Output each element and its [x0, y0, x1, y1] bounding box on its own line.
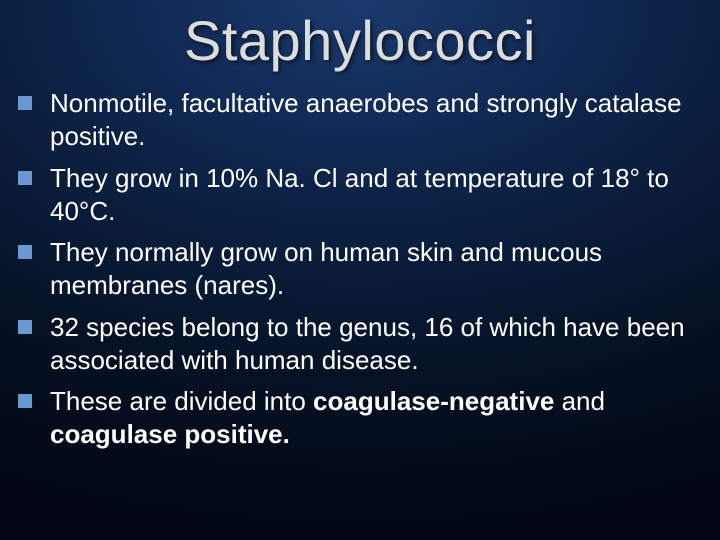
list-item: They normally grow on human skin and muc… [10, 236, 710, 303]
square-bullet-icon [18, 320, 32, 334]
bullet-text: They normally grow on human skin and muc… [50, 237, 602, 300]
bold-text: coagulase-negative [313, 386, 554, 416]
bullet-list: Nonmotile, facultative anaerobes and str… [10, 87, 710, 452]
square-bullet-icon [18, 394, 32, 408]
text-segment: and [554, 386, 605, 416]
bold-text: coagulase positive. [50, 419, 290, 449]
text-segment: 32 species belong to the genus, 16 of wh… [50, 312, 685, 375]
square-bullet-icon [18, 171, 32, 185]
bullet-text: They grow in 10% Na. Cl and at temperatu… [50, 163, 669, 226]
list-item: They grow in 10% Na. Cl and at temperatu… [10, 162, 710, 229]
text-segment: These are divided into [50, 386, 313, 416]
bullet-text: Nonmotile, facultative anaerobes and str… [50, 88, 682, 151]
text-segment: They normally grow on human skin and muc… [50, 237, 602, 300]
text-segment: Nonmotile, facultative anaerobes and str… [50, 88, 682, 151]
square-bullet-icon [18, 96, 32, 110]
square-bullet-icon [18, 245, 32, 259]
bullet-text: 32 species belong to the genus, 16 of wh… [50, 312, 685, 375]
slide: Staphylococci Nonmotile, facultative ana… [0, 0, 720, 540]
bullet-text: These are divided into coagulase-negativ… [50, 386, 605, 449]
slide-title: Staphylococci [10, 8, 710, 73]
list-item: 32 species belong to the genus, 16 of wh… [10, 311, 710, 378]
list-item: Nonmotile, facultative anaerobes and str… [10, 87, 710, 154]
list-item: These are divided into coagulase-negativ… [10, 385, 710, 452]
text-segment: They grow in 10% Na. Cl and at temperatu… [50, 163, 669, 226]
